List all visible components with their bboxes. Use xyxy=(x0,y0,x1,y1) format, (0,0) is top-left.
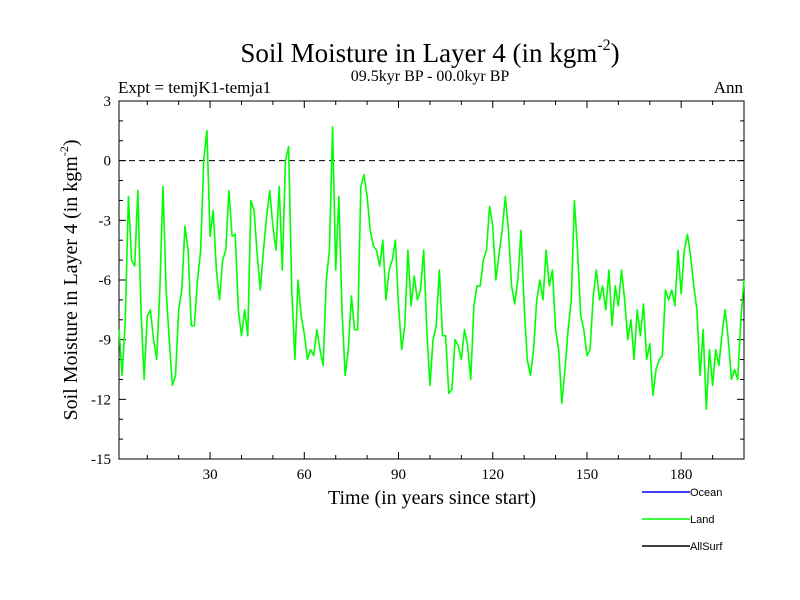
legend: Ocean Land AllSurf xyxy=(642,487,723,553)
x-tick-label: 180 xyxy=(670,467,693,483)
chart-title-text: Soil Moisture in Layer 4 (in kgm xyxy=(240,38,597,68)
legend-label-ocean: Ocean xyxy=(690,487,722,499)
x-tick-label: 120 xyxy=(481,467,504,483)
x-tick-label: 90 xyxy=(391,467,406,483)
y-tick-label: -6 xyxy=(99,273,112,289)
y-axis-label-sup: -2 xyxy=(57,146,71,156)
subtitle-center: 09.5kyr BP - 00.0kyr BP xyxy=(351,68,510,85)
y-axis-label: Soil Moisture in Layer 4 (in kgm-2) xyxy=(57,139,82,420)
y-tick-label: 3 xyxy=(104,94,112,110)
y-tick-label: -12 xyxy=(91,392,111,408)
x-tick-label: 150 xyxy=(576,467,599,483)
legend-label-land: Land xyxy=(690,514,714,526)
subtitle-left: Expt = temjK1-temja1 xyxy=(118,78,271,97)
y-axis-label-text: Soil Moisture in Layer 4 (in kgm xyxy=(60,156,82,421)
subtitle-right: Ann xyxy=(714,78,744,97)
y-tick-label: -9 xyxy=(99,333,112,349)
y-tick-label: -15 xyxy=(91,452,111,468)
series-line-land xyxy=(118,126,745,411)
plot-frame xyxy=(118,100,745,460)
x-tick-label: 30 xyxy=(203,467,218,483)
y-axis-label-close: ) xyxy=(60,139,82,146)
y-axis-ticks: 3 0 -3 -6 -9 -12 -15 xyxy=(91,94,744,468)
y-tick-label: 0 xyxy=(104,154,112,170)
x-tick-label: 60 xyxy=(297,467,312,483)
x-axis-ticks: 30 60 90 120 150 180 xyxy=(146,101,714,483)
y-tick-label: -3 xyxy=(99,213,112,229)
chart-title-sup: -2 xyxy=(597,37,610,54)
x-axis-label: Time (in years since start) xyxy=(328,487,536,509)
chart-title: Soil Moisture in Layer 4 (in kgm-2) xyxy=(240,37,619,68)
chart-title-close: ) xyxy=(611,38,620,68)
legend-label-allsurf: AllSurf xyxy=(690,541,723,553)
